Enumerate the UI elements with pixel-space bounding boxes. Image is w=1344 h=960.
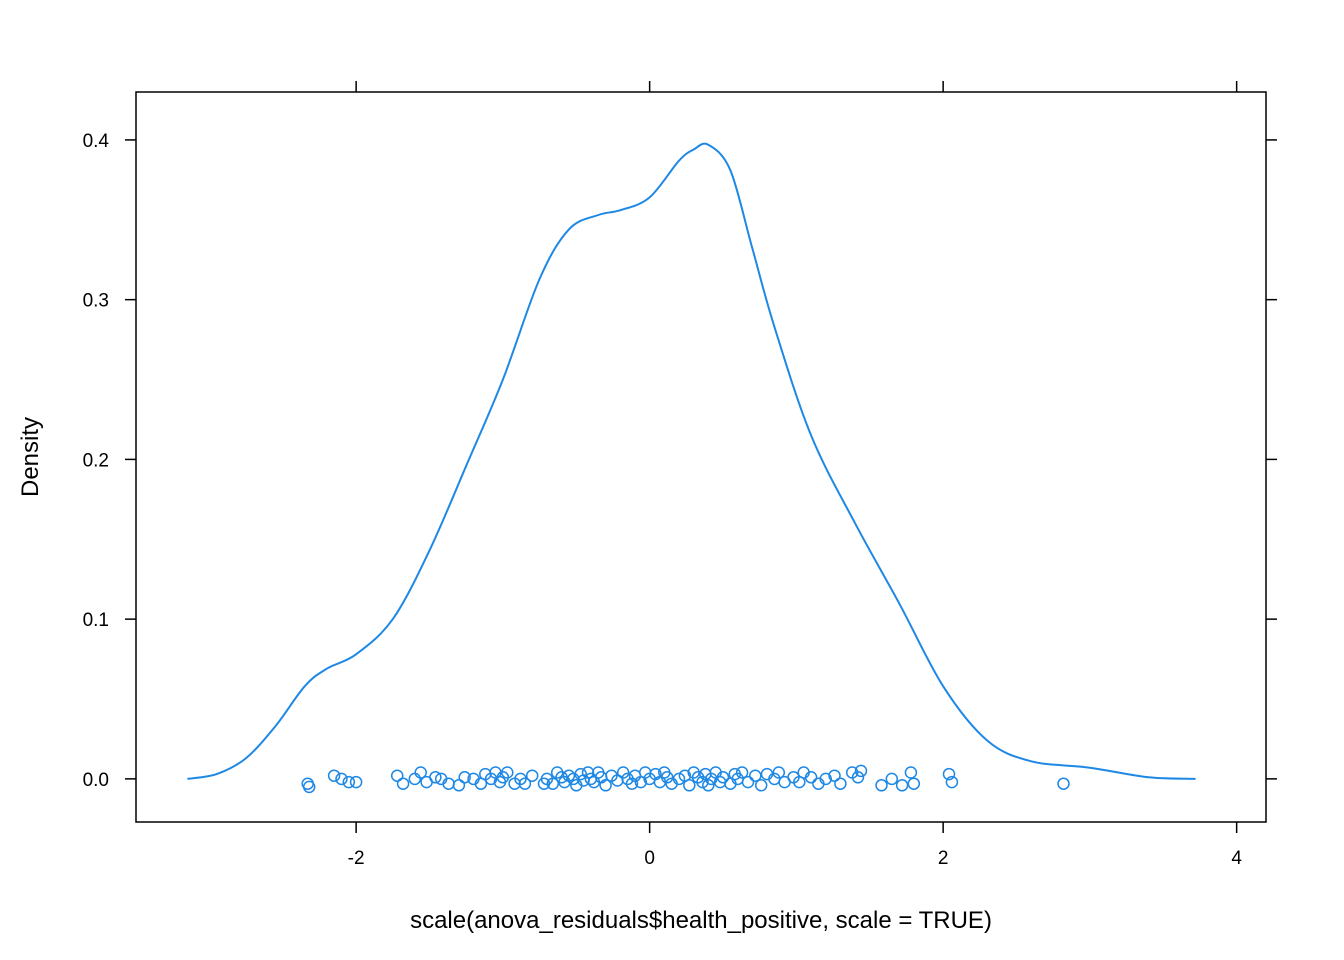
rug-point xyxy=(327,769,341,782)
rug-point xyxy=(749,769,762,782)
x-tick-label: 4 xyxy=(1231,848,1242,869)
rug-point xyxy=(302,780,316,794)
rug-point xyxy=(716,771,730,784)
rug-point xyxy=(546,777,560,790)
rug-point xyxy=(854,764,868,778)
rug-point xyxy=(895,779,909,792)
rug-point xyxy=(599,779,612,792)
rug-point xyxy=(702,779,715,792)
y-tick-label: 0.4 xyxy=(83,131,110,152)
y-tick-label: 0.3 xyxy=(83,291,109,312)
rug-point xyxy=(525,769,539,782)
rug-point xyxy=(429,771,442,784)
rug-point xyxy=(672,772,686,786)
y-tick-label: 0.2 xyxy=(83,450,109,471)
rug-point xyxy=(390,769,404,782)
rug-point xyxy=(705,772,718,786)
rug-point xyxy=(452,779,466,792)
rug-point xyxy=(349,775,363,789)
rug-point xyxy=(904,766,918,779)
rug-point xyxy=(414,766,427,779)
rug-point xyxy=(584,772,598,786)
rug-point xyxy=(574,767,587,781)
rug-point xyxy=(616,766,630,779)
y-tick-label: 0.1 xyxy=(83,610,109,631)
rug-point xyxy=(907,777,921,790)
rug-point xyxy=(458,771,471,784)
rug-point xyxy=(625,777,639,790)
rug-point xyxy=(804,771,818,784)
rug-point xyxy=(1057,777,1070,790)
y-tick-label: 0.0 xyxy=(83,770,109,791)
axis-tick-labels: -2 0 2 4 0.0 0.1 0.2 0.3 0.4 xyxy=(83,131,1243,869)
rug-point xyxy=(342,775,356,789)
rug-point xyxy=(408,772,422,786)
rug-point xyxy=(735,766,749,779)
rug-point xyxy=(885,772,899,786)
plot-panel xyxy=(135,91,1267,823)
rug-point xyxy=(396,777,410,790)
rug-point xyxy=(819,772,832,786)
x-tick-label: 0 xyxy=(644,848,655,869)
density-curve xyxy=(187,142,1196,780)
y-axis-title: Density xyxy=(17,417,44,497)
x-axis-title: scale(anova_residuals$health_positive, s… xyxy=(410,907,992,934)
x-tick-label: 2 xyxy=(938,848,949,869)
rug-points xyxy=(301,764,1070,794)
rug-point xyxy=(660,771,674,784)
rug-point xyxy=(754,779,768,792)
rug-point xyxy=(558,775,571,789)
rug-point xyxy=(518,777,532,790)
rug-point xyxy=(683,779,696,792)
axis-ticks xyxy=(125,81,1277,833)
rug-point xyxy=(828,769,841,782)
rug-point xyxy=(851,771,865,784)
rug-point xyxy=(501,766,514,779)
rug-point xyxy=(875,779,888,792)
rug-point xyxy=(772,766,786,779)
rug-point xyxy=(484,772,498,786)
x-tick-label: -2 xyxy=(348,848,365,869)
rug-point xyxy=(834,777,847,790)
rug-point xyxy=(942,767,956,781)
rug-point xyxy=(741,775,755,789)
rug-point xyxy=(335,772,348,786)
rug-point xyxy=(945,775,959,789)
